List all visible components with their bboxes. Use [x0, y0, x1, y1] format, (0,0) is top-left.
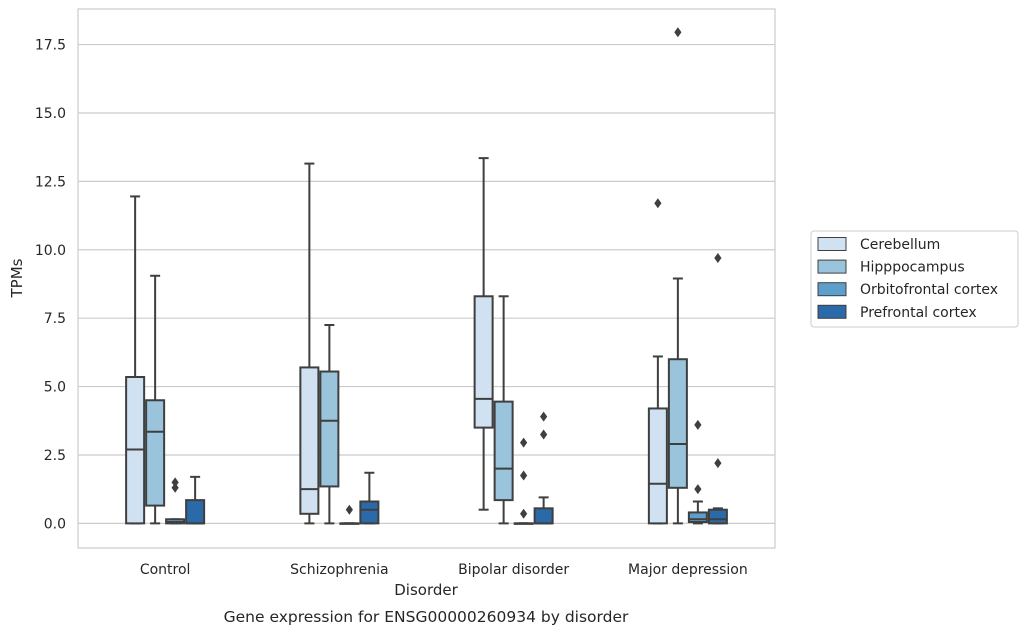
x-tick-label: Major depression: [628, 562, 748, 578]
box: [533, 507, 554, 525]
outlier-point: [520, 437, 528, 448]
x-tick-labels: Control Schizophrenia Bipolar disorder Majo…: [140, 562, 748, 578]
box: [473, 295, 494, 429]
legend-frame: [810, 230, 1019, 328]
box: [707, 508, 728, 525]
legend-swatch: [817, 259, 847, 274]
y-tick-label: 12.5: [35, 174, 66, 190]
box-group: [687, 419, 708, 525]
outlier-point: [540, 429, 548, 440]
outlier-point: [714, 252, 722, 263]
box-group: [299, 162, 320, 525]
plot-frame: [77, 8, 776, 549]
y-axis-title: TPMs: [8, 258, 26, 298]
box-group: [647, 198, 668, 525]
legend-label: Orbitofrontal cortex: [860, 282, 998, 298]
y-tick-label: 0.0: [44, 516, 66, 532]
box-group: [513, 437, 534, 525]
box-group: [493, 295, 514, 525]
x-tick-label: Schizophrenia: [290, 562, 388, 578]
y-tick-label: 5.0: [44, 380, 66, 396]
legend-label: Prefrontal cortex: [860, 305, 977, 321]
outlier-point: [654, 198, 662, 209]
box-group: [125, 195, 146, 525]
box: [687, 511, 708, 524]
box-group: [165, 477, 186, 525]
figure-caption: Gene expression for ENSG00000260934 by d…: [224, 608, 629, 626]
outlier-point: [694, 419, 702, 430]
box: [185, 499, 206, 525]
box: [359, 500, 380, 525]
legend-swatch: [817, 282, 847, 297]
outlier-point: [171, 477, 179, 488]
box-group: [667, 27, 688, 525]
y-tick-labels: 0.0 2.5 5.0 7.5 10.0 12.5 15.0 17.5: [35, 38, 66, 533]
outlier-point: [714, 458, 722, 469]
legend-label: Cerebellum: [860, 237, 940, 253]
box: [319, 370, 340, 488]
box-group: [473, 157, 494, 511]
outlier-point: [345, 504, 353, 515]
y-tick-label: 17.5: [35, 38, 66, 54]
y-tick-label: 10.0: [35, 243, 66, 259]
box-group: [185, 475, 206, 525]
box-group: [707, 252, 728, 525]
legend-label: Hipppocampus: [860, 260, 965, 276]
box-group: [145, 274, 166, 525]
x-axis-title: Disorder: [394, 581, 458, 599]
x-tick-label: Bipolar disorder: [458, 562, 569, 578]
box: [647, 407, 668, 525]
outlier-point: [540, 411, 548, 422]
outlier-point: [694, 484, 702, 495]
outlier-point: [520, 470, 528, 481]
y-tick-label: 7.5: [44, 311, 66, 327]
legend-swatch: [817, 304, 847, 319]
box: [493, 400, 514, 502]
boxes: [125, 27, 728, 525]
box: [299, 366, 320, 515]
outlier-point: [674, 27, 682, 38]
outlier-point: [171, 482, 179, 493]
box-group: [533, 411, 554, 525]
box-group: [359, 471, 380, 525]
y-tick-label: 15.0: [35, 106, 66, 122]
box: [667, 358, 688, 489]
outlier-point: [520, 508, 528, 519]
legend: Cerebellum Hipppocampus Orbitofrontal cort…: [810, 230, 1019, 328]
grid-lines: [78, 43, 775, 524]
box: [145, 399, 166, 507]
box-group: [319, 324, 340, 525]
box-group: [339, 504, 360, 525]
legend-swatch: [817, 237, 847, 251]
x-tick-label: Control: [140, 562, 191, 578]
y-tick-label: 2.5: [44, 448, 66, 464]
